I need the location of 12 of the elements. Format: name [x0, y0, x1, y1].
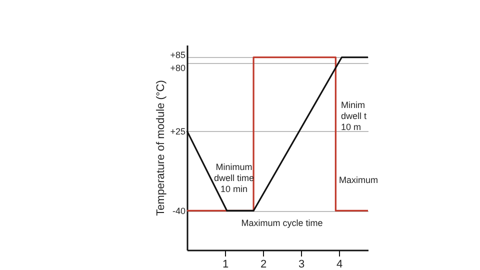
- y-tick-label: +25: [170, 126, 186, 136]
- annotation: Maximum: [339, 175, 378, 185]
- y-tick-label: +85: [170, 50, 186, 60]
- y-tick-label: +80: [170, 62, 186, 73]
- annotation: Maximum cycle time: [241, 218, 323, 228]
- x-tick-label: 3: [298, 258, 305, 270]
- y-tick-label: -40: [172, 206, 186, 216]
- x-tick-label: 2: [260, 258, 267, 270]
- y-axis-title: Temperature of module (°C): [155, 80, 168, 216]
- x-tick-label: 4: [336, 258, 343, 270]
- x-tick-label: 1: [222, 258, 229, 270]
- annotation: Minim dwell t 10 m: [341, 100, 368, 132]
